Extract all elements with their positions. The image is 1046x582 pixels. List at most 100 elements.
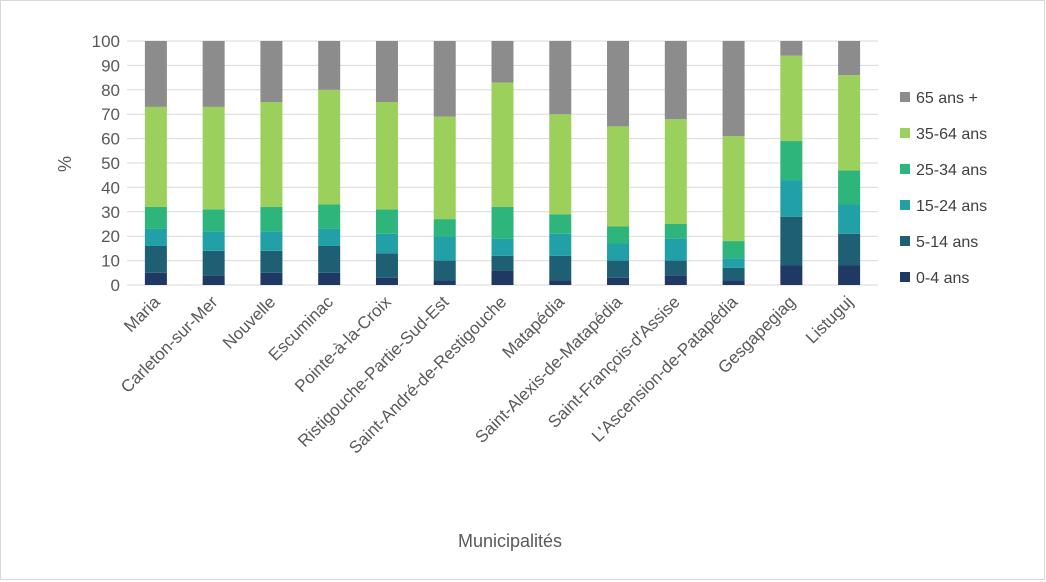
bar-segment: [202, 41, 225, 107]
legend-label: 25-34 ans: [916, 162, 987, 179]
bar-segment: [549, 214, 572, 234]
y-tick-label: 10: [101, 252, 120, 271]
bar-segment: [607, 126, 630, 227]
bar-segment: [491, 270, 514, 285]
legend-swatch: [900, 200, 910, 210]
bar-segment: [780, 265, 803, 285]
bar-segment: [838, 41, 861, 76]
y-tick-label: 20: [101, 227, 120, 246]
bar-segment: [491, 206, 514, 239]
y-tick-label: 40: [101, 178, 120, 197]
bar-segment: [549, 255, 572, 281]
bar-segment: [433, 260, 456, 281]
legend-label: 5-14 ans: [916, 234, 978, 251]
bar-segment: [202, 275, 225, 285]
bar-segment: [375, 277, 398, 285]
legend-label: 0-4 ans: [916, 270, 969, 287]
bar-segment: [838, 265, 861, 285]
y-axis-ticks: 0 10 20 30 40 50 60 70 80 90 100: [92, 32, 120, 295]
x-tick-label: Pointe-à-la-Croix: [291, 292, 395, 396]
legend-swatch: [900, 92, 910, 102]
bar-segment: [838, 233, 861, 266]
bar-segment: [838, 204, 861, 234]
bar-segment: [722, 241, 745, 259]
bar-segment: [375, 233, 398, 254]
bar-segment: [144, 228, 167, 246]
bar-segment: [607, 260, 630, 278]
bar-segment: [780, 141, 803, 181]
bar-segment: [318, 89, 341, 205]
bar-segment: [607, 243, 630, 261]
legend-swatch: [900, 128, 910, 138]
bar-segment: [780, 55, 803, 142]
bar-segment: [260, 206, 283, 232]
x-tick-label: Nouvelle: [219, 292, 279, 352]
bar-segment: [433, 41, 456, 117]
x-axis-ticks: MariaCarleton-sur-MerNouvelleEscuminacPo…: [117, 292, 857, 458]
bar-segment: [780, 180, 803, 217]
bar-segment: [722, 258, 745, 268]
y-tick-label: 50: [101, 154, 120, 173]
bar-segment: [144, 245, 167, 273]
bar-segment: [202, 250, 225, 276]
bar-segment: [491, 82, 514, 207]
bar-segment: [433, 219, 456, 237]
legend-label: 35-64 ans: [916, 126, 987, 143]
bar-segment: [722, 41, 745, 137]
bar-segment: [433, 116, 456, 220]
bar-segment: [607, 41, 630, 127]
bar-segment: [607, 277, 630, 285]
legend-label: 15-24 ans: [916, 198, 987, 215]
bar-segment: [260, 272, 283, 285]
legend-swatch: [900, 272, 910, 282]
legend-swatch: [900, 164, 910, 174]
legend-swatch: [900, 236, 910, 246]
bar-segment: [260, 250, 283, 273]
bar-segment: [549, 41, 572, 115]
legend-label: 65 ans +: [916, 90, 978, 107]
bar-segment: [780, 216, 803, 266]
y-tick-label: 70: [101, 105, 120, 124]
bar-segment: [318, 245, 341, 273]
x-axis-title: Municipalités: [458, 531, 562, 551]
bar-segment: [722, 267, 745, 281]
y-tick-label: 0: [111, 276, 120, 295]
bar-segment: [664, 41, 687, 120]
bar-segment: [144, 272, 167, 285]
bar-segment: [375, 209, 398, 234]
bar-segment: [433, 236, 456, 261]
bar-segment: [318, 272, 341, 285]
y-tick-label: 60: [101, 130, 120, 149]
y-tick-label: 30: [101, 203, 120, 222]
bar-segment: [375, 41, 398, 102]
bar-segment: [491, 238, 514, 256]
bar-segment: [318, 228, 341, 246]
bar-segment: [607, 226, 630, 244]
bar-segment: [144, 106, 167, 207]
legend: 65 ans + 35-64 ans 25-34 ans 15-24 ans 5-14 …: [900, 90, 987, 287]
bar-segment: [664, 119, 687, 224]
bar-segment: [491, 255, 514, 271]
bar-segment: [549, 233, 572, 256]
bar-segment: [318, 204, 341, 229]
bar-segment: [202, 106, 225, 210]
bar-segment: [260, 41, 283, 102]
bar-segment: [722, 136, 745, 242]
bar-segment: [202, 231, 225, 251]
bar-segment: [375, 253, 398, 278]
y-axis-title: %: [55, 156, 75, 172]
bar-segment: [664, 238, 687, 261]
bar-segment: [838, 75, 861, 171]
bar-segment: [491, 41, 514, 83]
bar-segment: [375, 102, 398, 210]
x-tick-label: Maria: [120, 292, 164, 336]
bar-segment: [318, 41, 341, 90]
x-tick-label: Listuguj: [802, 292, 857, 347]
bar-segment: [202, 209, 225, 232]
bar-segment: [664, 224, 687, 239]
y-tick-label: 80: [101, 81, 120, 100]
bar-segment: [549, 114, 572, 215]
bar-segment: [780, 41, 803, 56]
